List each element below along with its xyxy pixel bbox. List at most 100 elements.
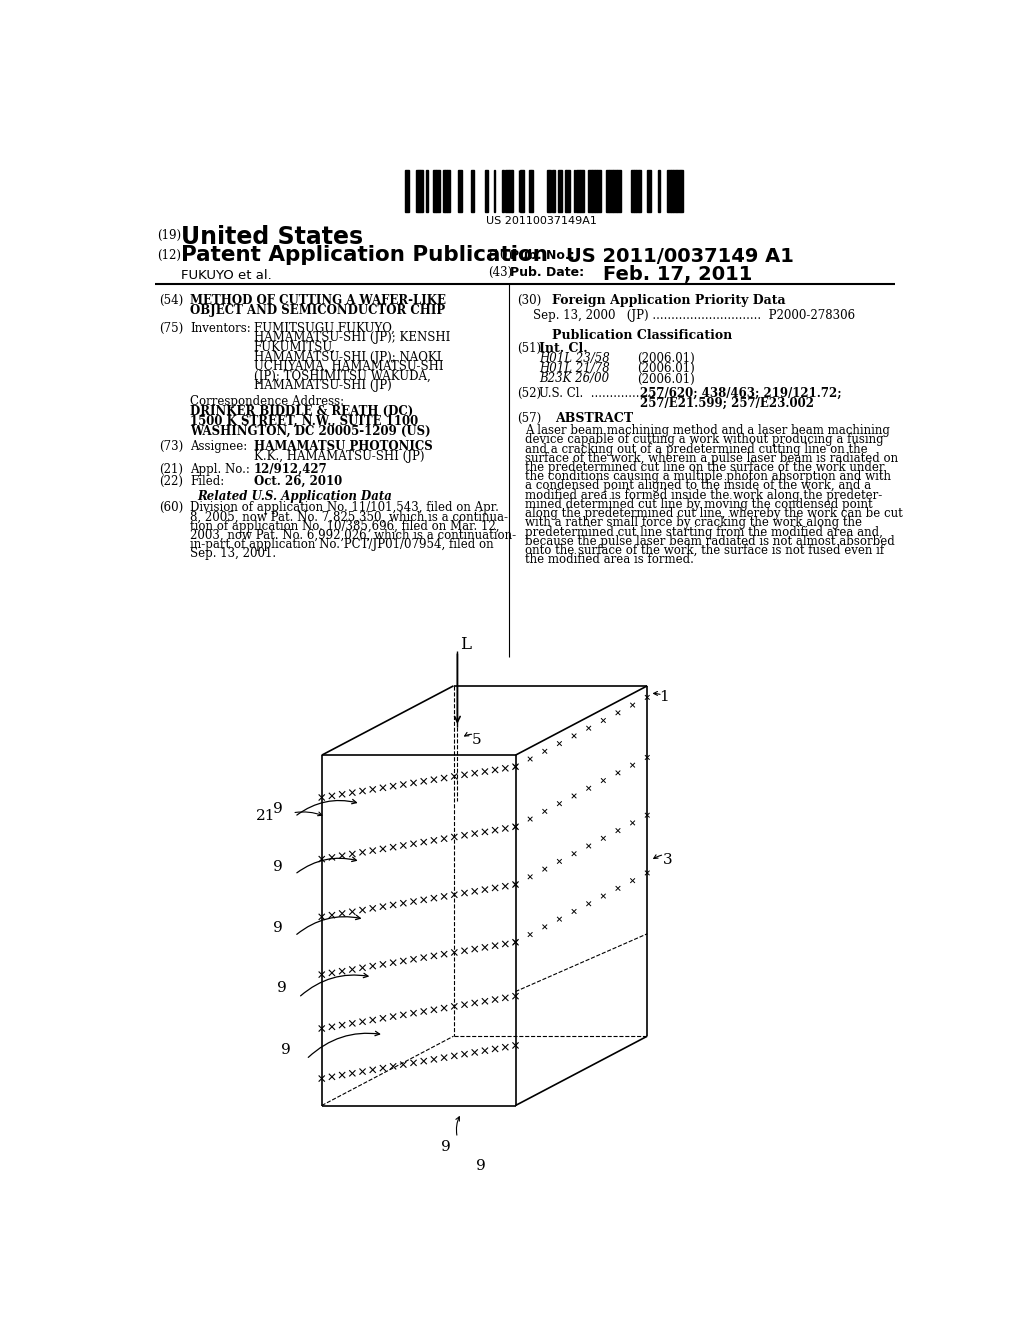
Text: 21: 21 bbox=[256, 809, 275, 824]
Bar bbox=[573, 170, 575, 213]
Text: 1500 K STREET, N.W., SUITE 1100: 1500 K STREET, N.W., SUITE 1100 bbox=[190, 414, 418, 428]
Text: in-part of application No. PCT/JP01/07954, filed on: in-part of application No. PCT/JP01/0795… bbox=[190, 539, 494, 550]
Text: Assignee:: Assignee: bbox=[190, 441, 247, 453]
Bar bbox=[575, 170, 580, 213]
Bar bbox=[485, 170, 488, 213]
Bar bbox=[528, 170, 531, 213]
Text: 9: 9 bbox=[441, 1140, 451, 1154]
Text: K.K., HAMAMATSU-SHI (JP): K.K., HAMAMATSU-SHI (JP) bbox=[254, 450, 424, 463]
Text: a condensed point aligned to the inside of the work, and a: a condensed point aligned to the inside … bbox=[524, 479, 871, 492]
Text: the predetermined cut line on the surface of the work under: the predetermined cut line on the surfac… bbox=[524, 461, 885, 474]
Bar bbox=[606, 170, 609, 213]
Text: HAMAMATSU PHOTONICS: HAMAMATSU PHOTONICS bbox=[254, 441, 432, 453]
Text: H01L 23/58: H01L 23/58 bbox=[539, 352, 609, 366]
Text: Inventors:: Inventors: bbox=[190, 322, 251, 335]
Bar bbox=[531, 170, 534, 213]
Text: 5: 5 bbox=[471, 733, 481, 747]
Text: (60): (60) bbox=[159, 502, 183, 513]
Bar bbox=[595, 170, 597, 213]
Text: (57): (57) bbox=[517, 412, 542, 425]
Text: Sep. 13, 2000   (JP) .............................  P2000-278306: Sep. 13, 2000 (JP) .....................… bbox=[532, 309, 855, 322]
Text: FUKUYO et al.: FUKUYO et al. bbox=[180, 268, 271, 281]
Text: FUKUMITSU,: FUKUMITSU, bbox=[254, 341, 336, 354]
Bar bbox=[406, 170, 410, 213]
Text: 9: 9 bbox=[281, 1043, 291, 1057]
Bar bbox=[509, 170, 512, 213]
Text: Publication Classification: Publication Classification bbox=[552, 330, 732, 342]
Bar bbox=[617, 170, 621, 213]
Bar bbox=[552, 170, 555, 213]
Bar bbox=[547, 170, 549, 213]
Text: onto the surface of the work, the surface is not fused even if: onto the surface of the work, the surfac… bbox=[524, 544, 884, 557]
Bar bbox=[631, 170, 634, 213]
Bar bbox=[678, 170, 680, 213]
Text: (22): (22) bbox=[159, 475, 183, 488]
Text: 12/912,427: 12/912,427 bbox=[254, 462, 328, 475]
Bar bbox=[447, 170, 450, 213]
Bar bbox=[426, 170, 428, 213]
Bar bbox=[443, 170, 445, 213]
Text: (2006.01): (2006.01) bbox=[637, 363, 695, 375]
Bar bbox=[597, 170, 601, 213]
Text: 9: 9 bbox=[278, 982, 287, 995]
Bar bbox=[549, 170, 551, 213]
Text: (JP); TOSHIMITSU WAKUDA,: (JP); TOSHIMITSU WAKUDA, bbox=[254, 370, 430, 383]
Text: Patent Application Publication: Patent Application Publication bbox=[180, 246, 548, 265]
Text: (2006.01): (2006.01) bbox=[637, 372, 695, 385]
Text: Pub. Date:: Pub. Date: bbox=[510, 267, 585, 280]
Text: Feb. 17, 2011: Feb. 17, 2011 bbox=[603, 264, 753, 284]
Bar bbox=[458, 170, 462, 213]
Bar bbox=[471, 170, 474, 213]
Bar bbox=[520, 170, 524, 213]
Text: Pub. No.:: Pub. No.: bbox=[510, 249, 574, 263]
Text: device capable of cutting a work without producing a fusing: device capable of cutting a work without… bbox=[524, 433, 884, 446]
Bar bbox=[673, 170, 676, 213]
Bar bbox=[435, 170, 439, 213]
Text: (2006.01): (2006.01) bbox=[637, 352, 695, 366]
Bar bbox=[502, 170, 504, 213]
Text: (10): (10) bbox=[488, 249, 512, 263]
Text: United States: United States bbox=[180, 226, 362, 249]
Bar bbox=[506, 170, 509, 213]
Bar bbox=[613, 170, 617, 213]
Text: tion of application No. 10/385,696, filed on Mar. 12,: tion of application No. 10/385,696, file… bbox=[190, 520, 500, 532]
Text: L: L bbox=[460, 636, 471, 653]
Bar bbox=[672, 170, 673, 213]
Text: 9: 9 bbox=[273, 803, 283, 816]
Text: 9: 9 bbox=[273, 859, 283, 874]
Bar bbox=[636, 170, 639, 213]
Text: Int. Cl.: Int. Cl. bbox=[539, 342, 588, 355]
Text: (19): (19) bbox=[158, 230, 181, 243]
Bar bbox=[558, 170, 562, 213]
Bar bbox=[432, 170, 435, 213]
Text: and a cracking out of a predetermined cutting line on the: and a cracking out of a predetermined cu… bbox=[524, 442, 867, 455]
Bar bbox=[609, 170, 613, 213]
Bar bbox=[566, 170, 569, 213]
Text: Foreign Application Priority Data: Foreign Application Priority Data bbox=[552, 294, 785, 308]
Bar bbox=[419, 170, 420, 213]
Text: WASHINGTON, DC 20005-1209 (US): WASHINGTON, DC 20005-1209 (US) bbox=[190, 425, 431, 437]
Text: H01L 21/78: H01L 21/78 bbox=[539, 363, 609, 375]
Text: US 20110037149A1: US 20110037149A1 bbox=[486, 216, 597, 226]
Text: Division of application No. 11/101,543, filed on Apr.: Division of application No. 11/101,543, … bbox=[190, 502, 499, 513]
Text: 2003, now Pat. No. 6,992,026, which is a continuation-: 2003, now Pat. No. 6,992,026, which is a… bbox=[190, 529, 516, 541]
Text: the modified area is formed.: the modified area is formed. bbox=[524, 553, 693, 566]
Text: along the predetermined cut line, whereby the work can be cut: along the predetermined cut line, whereb… bbox=[524, 507, 902, 520]
Text: 257/620; 438/463; 219/121.72;: 257/620; 438/463; 219/121.72; bbox=[640, 387, 841, 400]
Text: US 2011/0037149 A1: US 2011/0037149 A1 bbox=[566, 247, 794, 265]
Text: (21): (21) bbox=[159, 462, 183, 475]
Bar bbox=[417, 170, 418, 213]
Text: (75): (75) bbox=[159, 322, 183, 335]
Bar bbox=[676, 170, 678, 213]
Text: HAMAMATSU-SHI (JP); KENSHI: HAMAMATSU-SHI (JP); KENSHI bbox=[254, 331, 450, 345]
Text: Appl. No.:: Appl. No.: bbox=[190, 462, 250, 475]
Text: U.S. Cl.  .................: U.S. Cl. ................. bbox=[539, 387, 654, 400]
Text: 8, 2005, now Pat. No. 7,825,350, which is a continua-: 8, 2005, now Pat. No. 7,825,350, which i… bbox=[190, 511, 508, 523]
Text: because the pulse laser beam radiated is not almost absorbed: because the pulse laser beam radiated is… bbox=[524, 535, 895, 548]
Text: B23K 26/00: B23K 26/00 bbox=[539, 372, 609, 385]
Text: Related U.S. Application Data: Related U.S. Application Data bbox=[198, 490, 392, 503]
Text: mined determined cut line by moving the condensed point: mined determined cut line by moving the … bbox=[524, 498, 872, 511]
Bar bbox=[592, 170, 595, 213]
Bar bbox=[634, 170, 636, 213]
Text: (52): (52) bbox=[517, 387, 541, 400]
